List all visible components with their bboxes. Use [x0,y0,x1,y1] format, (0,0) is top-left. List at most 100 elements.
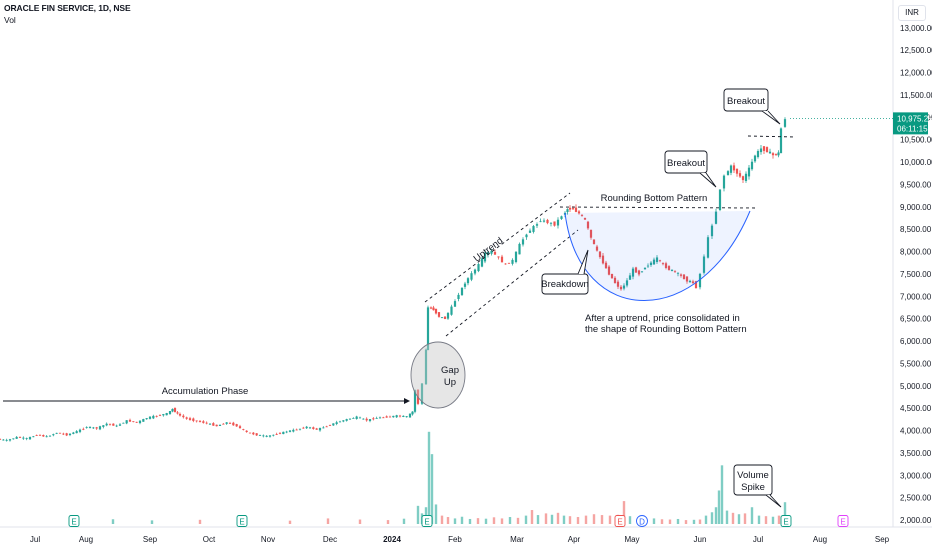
candle-body [248,432,252,434]
candle-body [560,216,563,219]
candle-body [628,275,632,280]
volume-bar [453,518,457,524]
candle-body [592,239,596,245]
y-tick-label: 4,500.00 [900,404,932,413]
candle-body [158,415,162,417]
candle-body [102,425,105,427]
volume-bar [717,490,721,524]
x-tick-label: Jul [753,535,763,544]
candle-body [604,262,608,269]
candle-body [688,280,692,283]
candle-body [539,221,542,223]
x-tick-label: Aug [813,535,827,544]
candle-body [753,155,757,162]
volume-bar [692,519,696,524]
volume-bar [704,515,708,524]
volume-bar [358,519,362,524]
volume-spike-callout-box [733,464,773,496]
y-tick-label: 7,500.00 [900,270,932,279]
candle-body [601,255,605,264]
y-tick-label: 2,500.00 [900,494,932,503]
earnings-marker [780,515,792,527]
volume-bar [652,518,656,524]
symbol-title[interactable]: ORACLE FIN SERVICE, 1D, NSE [4,3,131,13]
candle-body [528,230,532,233]
candle-body [112,423,115,426]
uptrend-label: Uptrend [472,235,506,264]
gap-up-circle [410,341,466,409]
volume-bar [434,504,438,524]
volume-bar [725,510,729,524]
candle-body [58,432,62,434]
x-tick-label: Aug [79,535,93,544]
x-tick-label: 2024 [383,535,401,544]
y-tick-label: 5,500.00 [900,359,932,368]
candle-body [388,416,392,418]
candle-body [694,281,698,289]
volume-bar [710,512,714,524]
volume-spike-callout-pointer [765,494,782,508]
rounding-note-line-2: the shape of Rounding Bottom Pattern [585,324,747,335]
candle-body [735,168,739,174]
candle-body [255,433,258,436]
candle-body [664,263,668,268]
candle-body [625,280,629,286]
volume-indicator-label[interactable]: Vol [4,15,16,25]
candle-body [82,428,85,430]
volume-bar [584,515,588,524]
candle-body [473,269,477,274]
candle-body [295,429,298,431]
candle-body [698,273,702,288]
volume-bar [737,514,741,524]
candle-body [372,418,375,420]
y-tick-label: 5,000.00 [900,382,932,391]
candle-body [395,415,398,418]
currency-badge[interactable]: INR [898,5,926,21]
candle-body [128,419,132,422]
x-tick-label: Sep [875,535,890,544]
candle-body [348,418,352,420]
candle-body [750,161,754,170]
event-marker-letter: E [71,518,76,527]
candle-body [437,312,441,317]
candle-body [777,152,780,156]
candle-body [318,428,322,431]
candle-body [738,173,742,177]
candle-body [631,268,635,277]
candle-body [521,239,525,245]
candle-body [549,222,553,224]
candle-body [610,273,614,279]
volume-bar [743,513,747,524]
candle-body [706,237,710,258]
candle-body [352,418,355,419]
candle-body [450,306,453,315]
candle-body [168,411,172,414]
y-tick-label: 6,500.00 [900,315,932,324]
candle-body [322,427,325,429]
y-tick-label: 6,000.00 [900,337,932,346]
candle-body [138,420,142,424]
candle-body [511,259,514,264]
breakout-callout-pointer-2 [761,110,781,125]
breakdown-callout-pointer [577,249,589,275]
candle-body [655,257,659,262]
candle-body [577,211,581,214]
candle-body [732,165,736,171]
volume-bar [484,518,488,524]
candle-body [108,423,112,425]
bar-countdown: 06:11:15 [897,124,928,133]
y-tick-label: 3,500.00 [900,449,932,458]
volume-bar [288,520,292,524]
candle-body [85,427,88,428]
candle-body [325,426,328,428]
candle-body [424,349,428,385]
earnings-marker [236,515,248,527]
candle-body [148,416,152,419]
y-tick-label: 9,000.00 [900,203,932,212]
volume-bar [530,510,534,524]
candle-body [507,262,511,264]
volume-bar [600,515,604,524]
candle-body [398,415,402,417]
